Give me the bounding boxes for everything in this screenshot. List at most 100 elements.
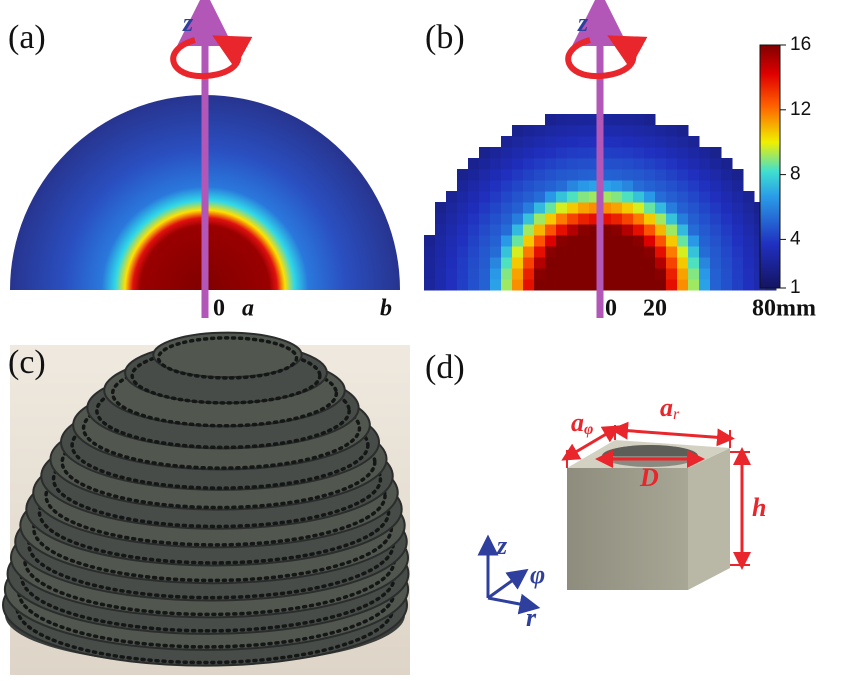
pixel bbox=[545, 125, 557, 137]
pixel bbox=[479, 158, 491, 170]
pixel bbox=[688, 213, 700, 225]
pixel bbox=[688, 279, 700, 291]
pixel bbox=[677, 246, 689, 258]
pixel bbox=[633, 191, 645, 203]
pixel bbox=[578, 114, 590, 126]
tick-label: a bbox=[242, 296, 254, 322]
pixel bbox=[446, 224, 458, 236]
pixel bbox=[666, 180, 678, 192]
pixel bbox=[468, 268, 480, 280]
pixel bbox=[677, 136, 689, 148]
pixel bbox=[622, 213, 634, 225]
pixel bbox=[611, 202, 623, 214]
pixel bbox=[622, 202, 634, 214]
pixel bbox=[743, 257, 755, 269]
pixel bbox=[457, 279, 469, 291]
pixel bbox=[611, 279, 623, 291]
pixel bbox=[567, 125, 579, 137]
pixel bbox=[666, 202, 678, 214]
pixel bbox=[567, 268, 579, 280]
pixel bbox=[710, 191, 722, 203]
pixel bbox=[611, 169, 623, 181]
pixel bbox=[611, 235, 623, 247]
pixel bbox=[710, 147, 722, 159]
figure: (a) z 0 a b (b) z 0 20 80mm 1481216 (c) … bbox=[0, 0, 845, 681]
pixel bbox=[545, 191, 557, 203]
pixel bbox=[523, 246, 535, 258]
pixel bbox=[512, 279, 524, 291]
pixel bbox=[611, 158, 623, 170]
pixel bbox=[622, 257, 634, 269]
pixel bbox=[611, 224, 623, 236]
pixel bbox=[655, 257, 667, 269]
pixel bbox=[655, 213, 667, 225]
pixel bbox=[666, 213, 678, 225]
pixel bbox=[699, 268, 711, 280]
pixel bbox=[721, 224, 733, 236]
pixel bbox=[545, 147, 557, 159]
pixel bbox=[644, 268, 656, 280]
pixel bbox=[721, 213, 733, 225]
pixel bbox=[490, 180, 502, 192]
pixel bbox=[743, 224, 755, 236]
pixel bbox=[457, 246, 469, 258]
pixel bbox=[710, 202, 722, 214]
pixel bbox=[479, 180, 491, 192]
pixel bbox=[446, 235, 458, 247]
pixel bbox=[644, 169, 656, 181]
pixel bbox=[578, 268, 590, 280]
pixel bbox=[556, 169, 568, 181]
pixel bbox=[677, 235, 689, 247]
pixel bbox=[578, 147, 590, 159]
pixel bbox=[743, 246, 755, 258]
pixel bbox=[644, 136, 656, 148]
pixel bbox=[567, 213, 579, 225]
pixel bbox=[457, 191, 469, 203]
pixel bbox=[710, 257, 722, 269]
pixel bbox=[655, 235, 667, 247]
pixel bbox=[666, 224, 678, 236]
pixel bbox=[534, 279, 546, 291]
pixel bbox=[699, 224, 711, 236]
dim-label: ar bbox=[660, 393, 680, 423]
pixel bbox=[622, 191, 634, 203]
pixel bbox=[644, 158, 656, 170]
pixel bbox=[677, 125, 689, 137]
pixel bbox=[545, 213, 557, 225]
pixel bbox=[732, 257, 744, 269]
pixel bbox=[446, 213, 458, 225]
pixel bbox=[732, 180, 744, 192]
pixel bbox=[611, 268, 623, 280]
pixel bbox=[490, 158, 502, 170]
pixel bbox=[534, 213, 546, 225]
pixel bbox=[479, 169, 491, 181]
pixel bbox=[611, 114, 623, 126]
panel-label: (c) bbox=[8, 344, 46, 381]
pixel bbox=[479, 257, 491, 269]
pixel bbox=[578, 279, 590, 291]
pixel bbox=[523, 224, 535, 236]
pixel bbox=[457, 268, 469, 280]
pixel bbox=[578, 125, 590, 137]
pixel bbox=[523, 257, 535, 269]
pixel bbox=[633, 158, 645, 170]
pixel bbox=[512, 158, 524, 170]
pixel bbox=[435, 268, 447, 280]
pixel bbox=[523, 235, 535, 247]
pixel bbox=[523, 202, 535, 214]
pixel bbox=[545, 202, 557, 214]
pixel bbox=[578, 169, 590, 181]
axis-label: z bbox=[496, 531, 508, 560]
pixel bbox=[699, 257, 711, 269]
pixel bbox=[666, 268, 678, 280]
colorbar-tick-label: 16 bbox=[790, 34, 811, 55]
pixel bbox=[512, 246, 524, 258]
pixel bbox=[523, 125, 535, 137]
pixel bbox=[677, 158, 689, 170]
pixel bbox=[457, 257, 469, 269]
tick-label: b bbox=[380, 296, 392, 322]
pixel bbox=[512, 125, 524, 137]
pixel bbox=[644, 213, 656, 225]
pixel bbox=[721, 246, 733, 258]
panel-label: (d) bbox=[425, 349, 465, 386]
